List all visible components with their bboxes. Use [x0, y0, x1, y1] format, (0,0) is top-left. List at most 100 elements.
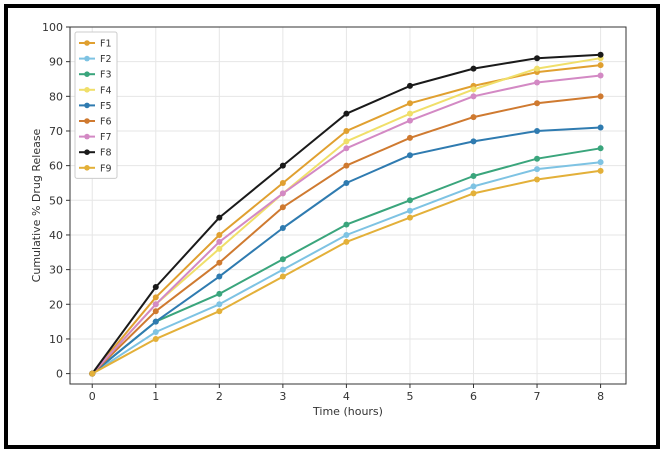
data-point-f3	[534, 155, 541, 162]
data-point-f7	[279, 190, 286, 197]
plot-area	[70, 27, 626, 384]
data-point-f5	[279, 225, 286, 232]
data-point-f2	[534, 166, 541, 173]
x-tick-label: 4	[343, 390, 350, 403]
data-point-f1	[406, 100, 413, 107]
data-point-f5	[152, 318, 159, 325]
data-point-f1	[152, 294, 159, 301]
data-point-f8	[343, 110, 350, 117]
y-tick-label: 10	[49, 333, 63, 346]
x-tick-label: 5	[406, 390, 413, 403]
data-point-f6	[216, 259, 223, 266]
data-point-f9	[89, 370, 96, 377]
y-tick-label: 100	[42, 21, 63, 34]
y-axis-label: Cumulative % Drug Release	[30, 128, 43, 282]
data-point-f7	[470, 93, 477, 100]
data-point-f6	[597, 93, 604, 100]
data-point-f2	[470, 183, 477, 190]
legend-swatch-marker	[84, 71, 90, 77]
data-point-f5	[343, 179, 350, 186]
data-point-f7	[343, 145, 350, 152]
data-point-f7	[216, 238, 223, 245]
legend-label-f9: F9	[100, 163, 112, 174]
data-point-f4	[406, 110, 413, 117]
x-tick-label: 1	[152, 390, 159, 403]
data-point-f9	[406, 214, 413, 221]
data-point-f4	[470, 86, 477, 93]
x-tick-label: 7	[534, 390, 541, 403]
data-point-f2	[279, 266, 286, 273]
y-tick-label: 0	[56, 368, 63, 381]
data-point-f4	[216, 245, 223, 252]
x-axis-label: Time (hours)	[312, 405, 383, 418]
legend-label-f4: F4	[100, 85, 112, 96]
legend-swatch-marker	[84, 149, 90, 155]
legend-label-f1: F1	[100, 39, 112, 50]
data-point-f3	[343, 221, 350, 228]
legend-swatch-marker	[84, 133, 90, 140]
data-point-f7	[152, 301, 159, 308]
data-point-f8	[279, 162, 286, 169]
legend	[74, 31, 118, 179]
data-point-f6	[279, 204, 286, 211]
data-point-f9	[534, 176, 541, 183]
y-tick-label: 80	[49, 90, 63, 103]
data-point-f7	[406, 117, 413, 124]
data-point-f9	[597, 167, 604, 174]
x-tick-label: 2	[216, 390, 223, 403]
data-point-f3	[597, 145, 604, 152]
data-point-f7	[597, 72, 604, 79]
data-point-f5	[216, 273, 223, 280]
data-point-f8	[534, 55, 541, 62]
data-point-f6	[406, 134, 413, 141]
data-point-f7	[534, 79, 541, 86]
axes-frame	[69, 26, 627, 385]
data-point-f5	[470, 138, 477, 145]
legend-swatch-marker	[84, 118, 90, 124]
data-point-f8	[152, 283, 159, 290]
data-point-f3	[470, 173, 477, 180]
data-point-f4	[534, 65, 541, 72]
legend-label-f6: F6	[100, 117, 112, 128]
y-tick-label: 60	[49, 160, 63, 173]
legend-swatch-marker	[84, 102, 90, 109]
data-point-f1	[343, 127, 350, 134]
data-point-f8	[406, 82, 413, 89]
legend-swatch-marker	[84, 55, 90, 62]
y-tick-label: 70	[49, 125, 63, 138]
legend-swatch-marker	[84, 165, 90, 171]
data-point-f5	[597, 124, 604, 131]
y-tick-label: 20	[49, 298, 63, 311]
x-tick-label: 3	[279, 390, 286, 403]
data-point-f8	[470, 65, 477, 72]
data-point-f5	[406, 152, 413, 159]
legend-label-f3: F3	[100, 70, 112, 81]
y-tick-label: 50	[49, 194, 63, 207]
data-point-f4	[343, 138, 350, 145]
data-point-f1	[279, 179, 286, 186]
data-point-f6	[343, 162, 350, 169]
data-point-f2	[406, 207, 413, 214]
data-point-f9	[279, 273, 286, 280]
data-point-f2	[216, 301, 223, 308]
data-point-f1	[597, 62, 604, 69]
legend-label-f7: F7	[100, 132, 112, 143]
data-point-f5	[534, 127, 541, 134]
legend-label-f2: F2	[100, 54, 112, 65]
data-point-f2	[152, 329, 159, 336]
x-tick-label: 0	[89, 390, 96, 403]
legend-label-f8: F8	[100, 148, 112, 159]
data-point-f9	[343, 238, 350, 245]
data-point-f3	[406, 197, 413, 204]
data-point-f8	[216, 214, 223, 221]
x-tick-label: 8	[597, 390, 604, 403]
data-point-f2	[597, 159, 604, 166]
data-point-f6	[470, 114, 477, 121]
y-tick-label: 30	[49, 264, 63, 277]
legend-swatch-marker	[84, 40, 90, 46]
data-point-f6	[152, 308, 159, 315]
legend-swatch-marker	[84, 87, 90, 93]
data-point-f2	[343, 231, 350, 238]
data-point-f9	[470, 190, 477, 197]
